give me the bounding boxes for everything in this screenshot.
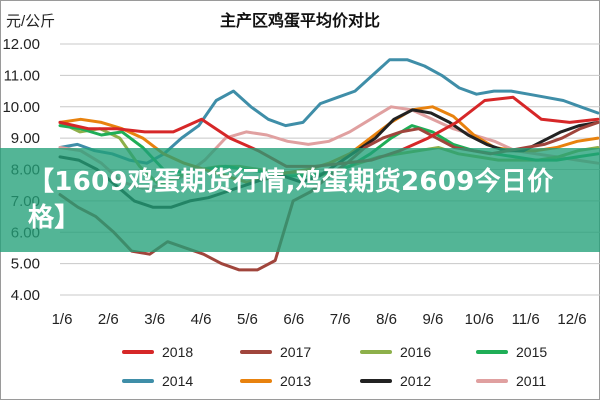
- x-tick-label: 9/6: [422, 311, 443, 328]
- x-tick-label: 7/6: [330, 311, 351, 328]
- y-tick-label: 10.00: [2, 99, 40, 116]
- y-tick-label: 5.00: [11, 256, 40, 273]
- headline-banner: 【1609鸡蛋期货行情,鸡蛋期货2609今日价格】: [0, 148, 600, 252]
- x-tick-label: 3/6: [144, 311, 165, 328]
- x-tick-label: 8/6: [376, 311, 397, 328]
- legend-item-2013: 2013: [240, 373, 311, 389]
- x-tick-label: 4/6: [191, 311, 212, 328]
- legend-item-2016: 2016: [360, 344, 431, 360]
- legend: 2018 2017 2016 2015 2014 2013 2012 2011: [122, 344, 547, 389]
- legend-label: 2014: [162, 373, 193, 389]
- x-tick-label: 1/6: [52, 311, 73, 328]
- x-tick-label: 6/6: [283, 311, 304, 328]
- y-tick-label: 4.00: [11, 287, 40, 304]
- legend-label: 2011: [516, 373, 546, 389]
- y-tick-label: 12.00: [2, 36, 40, 53]
- legend-label: 2013: [280, 373, 311, 389]
- chart-title: 主产区鸡蛋平均价对比: [220, 11, 380, 30]
- legend-item-2014: 2014: [122, 373, 193, 389]
- legend-label: 2018: [162, 344, 193, 360]
- x-tick-label: 12/6: [557, 311, 586, 328]
- x-tick-label: 5/6: [237, 311, 258, 328]
- y-tick-label: 9.00: [11, 130, 40, 147]
- x-tick-label: 2/6: [98, 311, 119, 328]
- x-tick-label: 10/6: [465, 311, 494, 328]
- legend-label: 2016: [400, 344, 431, 360]
- x-tick-label: 11/6: [512, 311, 540, 328]
- grid-layer: [60, 43, 600, 296]
- legend-item-2015: 2015: [476, 344, 547, 360]
- legend-item-2017: 2017: [240, 344, 311, 360]
- legend-item-2012: 2012: [360, 373, 431, 389]
- legend-label: 2017: [280, 344, 311, 360]
- legend-label: 2012: [400, 373, 431, 389]
- y-tick-label: 11.00: [4, 67, 40, 84]
- legend-item-2018: 2018: [122, 344, 193, 360]
- legend-label: 2015: [516, 344, 547, 360]
- unit-label: 元/公斤: [6, 13, 55, 30]
- legend-item-2011: 2011: [476, 373, 546, 389]
- x-axis: 1/6 2/6 3/6 4/6 5/6 6/6 7/6 8/6 9/6 10/6 11/6 12/6: [52, 311, 587, 328]
